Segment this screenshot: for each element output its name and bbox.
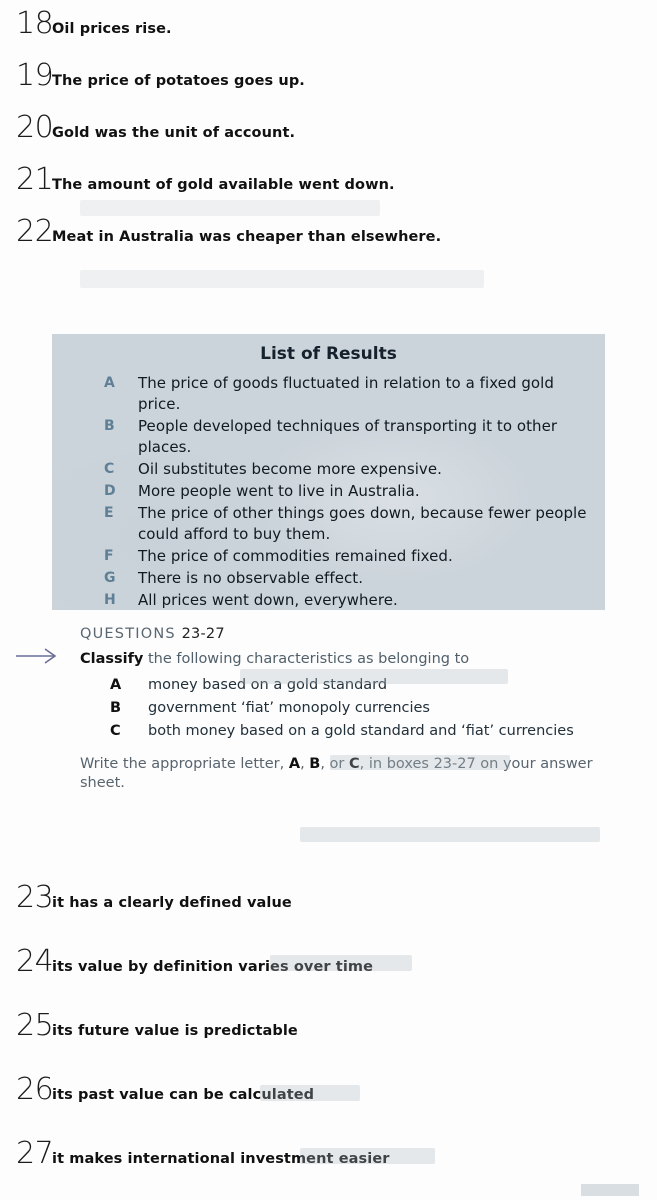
result-text: The price of goods fluctuated in relatio…: [138, 374, 554, 413]
questions-18-22-block: 18 Oil prices rise. 19 The price of pota…: [0, 0, 657, 266]
question-number: 25: [16, 1008, 54, 1043]
questions-heading-range: 23-27: [181, 626, 225, 642]
result-letter: G: [104, 570, 116, 586]
question-row: 26 its past value can be calculated: [0, 1072, 657, 1136]
write-note-letter-b: B: [309, 756, 321, 772]
question-number: 26: [16, 1072, 54, 1107]
classify-option-letter: B: [110, 700, 122, 716]
scan-smudge: [300, 827, 600, 842]
scan-smudge: [80, 270, 484, 288]
questions-23-27-block: 23 it has a clearly defined value 24 its…: [0, 880, 657, 1200]
question-text: The price of potatoes goes up.: [52, 73, 305, 89]
question-number: 23: [16, 880, 54, 915]
question-number: 20: [16, 110, 54, 145]
result-letter: A: [104, 375, 115, 391]
classify-option: A money based on a gold standard: [80, 677, 620, 693]
arrow-right-icon: [14, 645, 60, 667]
result-text: Oil substitutes become more expensive.: [138, 460, 442, 478]
classify-rest: the following characteristics as belongi…: [143, 651, 470, 667]
list-item: D More people went to live in Australia.: [52, 481, 605, 502]
question-number: 18: [16, 6, 54, 41]
classify-option-text: government ‘fiat’ monopoly currencies: [148, 700, 430, 716]
result-letter: F: [104, 548, 114, 564]
list-of-results-box: List of Results A The price of goods flu…: [52, 334, 605, 610]
list-item: G There is no observable effect.: [52, 568, 605, 589]
list-item: A The price of goods fluctuated in relat…: [52, 373, 605, 415]
result-text: People developed techniques of transport…: [138, 417, 558, 456]
question-text: its past value can be calculated: [52, 1087, 315, 1103]
list-item: C Oil substitutes become more expensive.: [52, 459, 605, 480]
write-note-part1: Write the appropriate letter,: [80, 756, 289, 772]
result-letter: C: [104, 461, 115, 477]
list-item: H All prices went down, everywhere.: [52, 590, 605, 610]
list-item: F The price of commodities remained fixe…: [52, 546, 605, 567]
write-note-letter-c: C: [349, 756, 360, 772]
classify-option-letter: A: [110, 677, 122, 693]
classify-option-text: money based on a gold standard: [148, 677, 388, 693]
classify-option-letter: C: [110, 723, 121, 739]
question-text: its future value is predictable: [52, 1023, 298, 1039]
list-of-results-title: List of Results: [260, 344, 397, 364]
classify-option: C both money based on a gold standard an…: [80, 723, 620, 739]
question-number: 19: [16, 58, 54, 93]
result-letter: E: [104, 505, 114, 521]
question-text: The amount of gold available went down.: [52, 177, 395, 193]
question-row: 21 The amount of gold available went dow…: [0, 162, 657, 214]
write-note-sep1: ,: [300, 756, 310, 772]
write-note-letter-a: A: [288, 756, 301, 772]
questions-23-27-instructions: QUESTIONS 23-27 Classify the following c…: [80, 626, 620, 793]
write-note-sep2: , or: [320, 756, 350, 772]
question-number: 21: [16, 162, 54, 197]
question-row: 19 The price of potatoes goes up.: [0, 58, 657, 110]
question-row: 20 Gold was the unit of account.: [0, 110, 657, 162]
list-item: B People developed techniques of transpo…: [52, 416, 605, 458]
question-number: 27: [16, 1136, 54, 1171]
question-row: 25 its future value is predictable: [0, 1008, 657, 1072]
question-number: 22: [16, 214, 54, 249]
question-row: 23 it has a clearly defined value: [0, 880, 657, 944]
result-text: All prices went down, everywhere.: [138, 591, 398, 609]
questions-heading-label: QUESTIONS: [80, 626, 176, 642]
list-item: E The price of other things goes down, b…: [52, 503, 605, 545]
questions-heading: QUESTIONS 23-27: [80, 626, 620, 642]
classify-option: B government ‘fiat’ monopoly currencies: [80, 700, 620, 716]
result-text: The price of other things goes down, bec…: [138, 504, 587, 543]
question-row: 24 its value by definition varies over t…: [0, 944, 657, 1008]
classify-options: A money based on a gold standard B gover…: [80, 677, 620, 739]
question-text: it has a clearly defined value: [52, 895, 292, 911]
result-letter: H: [104, 592, 116, 608]
result-letter: D: [104, 483, 116, 499]
question-text: its value by definition varies over time: [52, 959, 374, 975]
question-row: 18 Oil prices rise.: [0, 6, 657, 58]
classify-instruction: Classify the following characteristics a…: [80, 651, 620, 667]
result-letter: B: [104, 418, 115, 434]
result-text: There is no observable effect.: [138, 569, 364, 587]
write-answer-note: Write the appropriate letter, A, B, or C…: [80, 755, 605, 793]
question-text: Gold was the unit of account.: [52, 125, 296, 141]
question-text: Oil prices rise.: [52, 21, 172, 37]
result-text: The price of commodities remained fixed.: [138, 547, 453, 565]
result-text: More people went to live in Australia.: [138, 482, 420, 500]
write-note-part2: , in boxes 23-27 on your answer sheet.: [80, 756, 593, 791]
page-corner-mark: [581, 1184, 639, 1196]
question-number: 24: [16, 944, 54, 979]
classify-bold-word: Classify: [80, 651, 144, 667]
question-text: Meat in Australia was cheaper than elsew…: [52, 229, 442, 245]
classify-option-text: both money based on a gold standard and …: [148, 723, 574, 739]
question-text: it makes international investment easier: [52, 1151, 390, 1167]
question-row: 22 Meat in Australia was cheaper than el…: [0, 214, 657, 266]
question-row: 27 it makes international investment eas…: [0, 1136, 657, 1200]
